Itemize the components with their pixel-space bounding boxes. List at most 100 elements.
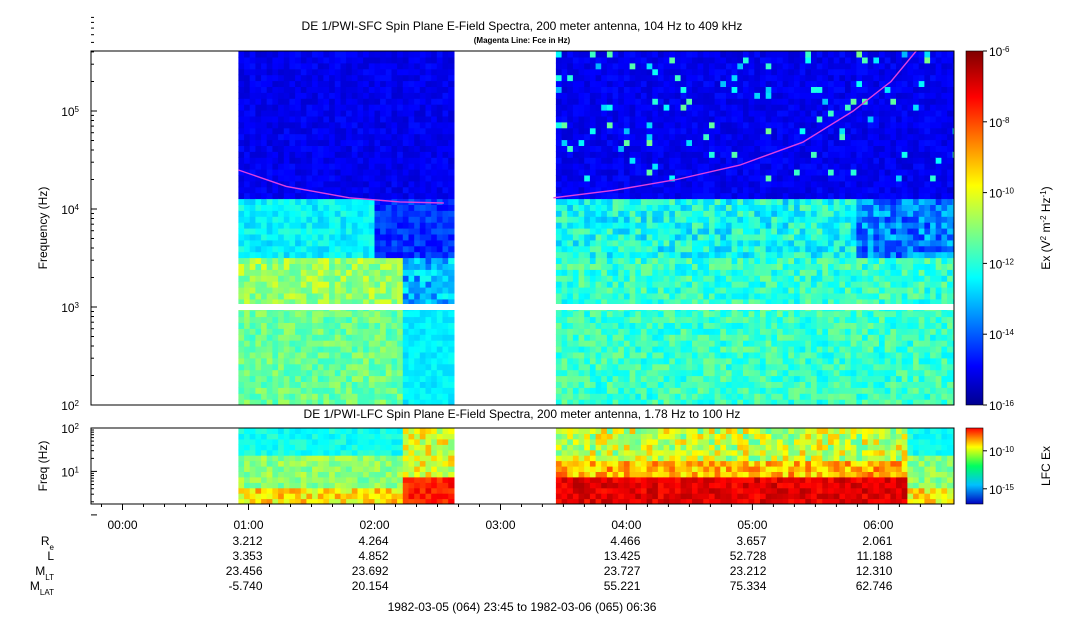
- spectrogram-cell: [697, 269, 704, 276]
- spectrogram-cell: [669, 204, 676, 211]
- spectrogram-cell: [244, 110, 251, 117]
- spectrogram-cell: [374, 62, 381, 70]
- spectrogram-cell: [295, 127, 302, 135]
- spectrogram-cell: [623, 346, 631, 353]
- spectrogram-cell: [595, 127, 602, 135]
- spectrogram-cell: [714, 298, 721, 306]
- spectrogram-cell: [419, 381, 427, 388]
- spectrogram-cell: [329, 180, 336, 188]
- spectrogram-cell: [334, 328, 342, 335]
- spectrogram-cell: [283, 322, 291, 329]
- spectrogram-cell: [431, 275, 438, 282]
- spectrogram-cell: [640, 275, 648, 282]
- spectrogram-cell: [385, 80, 393, 87]
- top-spectrogram: [91, 51, 954, 405]
- spectrogram-cell: [782, 369, 789, 377]
- spectrogram-cell: [697, 233, 704, 241]
- spectrogram-cell: [340, 186, 347, 194]
- spectrogram-cell: [323, 393, 330, 400]
- spectrogram-cell: [697, 340, 704, 347]
- spectrogram-cell: [601, 263, 608, 270]
- spectrogram-cell: [799, 346, 806, 353]
- spectrogram-cell: [380, 357, 387, 365]
- spectrogram-cell: [618, 351, 625, 359]
- spectrogram-cell: [720, 269, 727, 276]
- spectrogram-cell: [351, 239, 359, 247]
- spectrogram-cell: [635, 363, 642, 371]
- spectrogram-cell: [431, 251, 438, 259]
- spectrogram-cell: [782, 298, 789, 306]
- spectrogram-cell: [612, 210, 619, 217]
- spectrogram-cell: [572, 363, 580, 371]
- spectrogram-cell: [709, 328, 716, 335]
- spectrogram-cell: [760, 74, 767, 82]
- spectrogram-cell: [686, 204, 693, 211]
- spectrogram-cell: [289, 375, 296, 382]
- spectrogram-cell: [635, 257, 642, 264]
- spectrogram-cell: [391, 298, 398, 306]
- spectrogram-cell: [674, 145, 682, 152]
- spectrogram-cell: [777, 357, 784, 365]
- spectrogram-cell: [238, 80, 245, 87]
- spectrogram-cell: [249, 163, 256, 170]
- spectrogram-cell: [397, 157, 404, 164]
- spectrogram-cell: [680, 169, 687, 176]
- spectrogram-cell: [306, 375, 313, 382]
- spectrogram-cell: [334, 316, 342, 323]
- spectrogram-cell: [561, 263, 568, 270]
- spectrogram-cell: [794, 322, 801, 329]
- spectrogram-cell: [686, 381, 693, 388]
- spectrogram-cell: [329, 104, 336, 111]
- spectrogram-cell: [612, 399, 619, 405]
- spectrogram-cell: [425, 56, 432, 64]
- spectrogram-cell: [295, 233, 302, 241]
- spectrogram-cell: [329, 334, 336, 341]
- spectrogram-cell: [397, 151, 404, 158]
- spectrogram-cell: [408, 310, 415, 318]
- spectrogram-cell: [340, 281, 347, 288]
- spectrogram-cell: [391, 192, 398, 200]
- spectrogram-cell: [244, 133, 251, 141]
- spectrogram-cell: [646, 115, 653, 123]
- spectrogram-cell: [765, 210, 772, 217]
- spectrogram-cell: [380, 216, 387, 223]
- spectrogram-cell: [663, 127, 670, 135]
- spectrogram-cell: [419, 51, 427, 58]
- spectrogram-cell: [794, 169, 801, 176]
- spectrogram-cell: [612, 281, 619, 288]
- spectrogram-cell: [635, 351, 642, 359]
- spectrogram-cell: [623, 198, 631, 205]
- spectrogram-cell: [431, 104, 438, 111]
- spectrogram-cell: [278, 363, 285, 371]
- spectrogram-cell: [760, 381, 767, 388]
- spectrogram-cell: [295, 228, 302, 235]
- spectrogram-cell: [606, 369, 614, 377]
- spectrogram-cell: [306, 298, 313, 306]
- spectrogram-cell: [363, 381, 370, 388]
- spectrogram-cell: [731, 174, 738, 182]
- spectrogram-cell: [442, 239, 449, 247]
- spectrogram-cell: [346, 281, 353, 288]
- spectrogram-cell: [357, 263, 364, 270]
- spectrogram-cell: [805, 281, 812, 288]
- spectrogram-cell: [363, 263, 370, 270]
- spectrogram-cell: [295, 180, 302, 188]
- spectrogram-cell: [589, 346, 597, 353]
- spectrogram-cell: [788, 163, 795, 170]
- spectrogram-cell: [334, 245, 342, 253]
- spectrogram-cell: [391, 346, 398, 353]
- spectrogram-cell: [312, 245, 319, 253]
- spectrogram-cell: [777, 62, 784, 70]
- spectrogram-cell: [374, 328, 381, 335]
- spectrogram-cell: [657, 133, 665, 141]
- spectrogram-cell: [368, 369, 376, 377]
- spectrogram-cell: [589, 393, 597, 400]
- spectrogram-cell: [635, 228, 642, 235]
- spectrogram-cell: [674, 375, 682, 382]
- spectrogram-cell: [448, 281, 455, 288]
- spectrogram-cell: [419, 169, 427, 176]
- spectrogram-cell: [436, 316, 444, 323]
- spectrogram-cell: [431, 322, 438, 329]
- spectrogram-cell: [595, 257, 602, 264]
- spectrogram-cell: [363, 133, 370, 141]
